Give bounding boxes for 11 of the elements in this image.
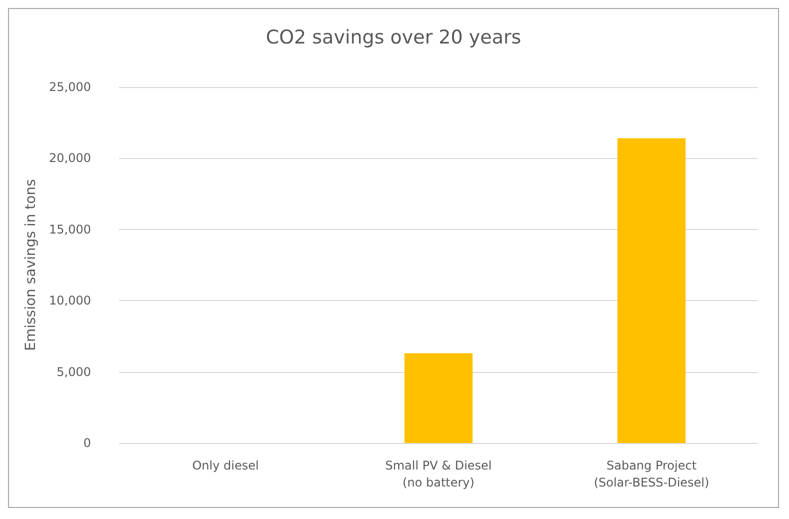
y-tick-label: 10,000 <box>49 294 91 308</box>
y-axis-title: Emission savings in tons <box>23 179 40 351</box>
y-tick-label: 25,000 <box>49 80 91 94</box>
x-tick-label: Small PV & Diesel (no battery) <box>385 458 492 490</box>
y-tick-label: 5,000 <box>56 364 91 379</box>
x-tick-label: Only diesel <box>192 458 259 472</box>
chart-title: CO2 savings over 20 years <box>266 26 522 48</box>
y-tick-label: 15,000 <box>49 222 91 236</box>
x-tick-label: Sabang Project (Solar-BESS-Diesel) <box>594 458 710 490</box>
y-tick-label: 0 <box>83 436 91 450</box>
y-tick-label: 20,000 <box>49 151 91 166</box>
